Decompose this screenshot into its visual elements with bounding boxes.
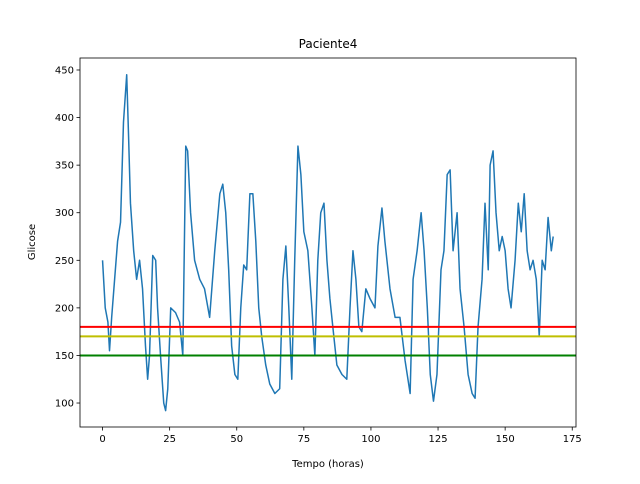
- x-axis-label: Tempo (horas): [291, 459, 364, 470]
- y-tick-label: 300: [55, 208, 74, 219]
- x-tick-label: 125: [428, 434, 447, 445]
- x-tick-label: 100: [361, 434, 380, 445]
- x-tick-label: 175: [563, 434, 582, 445]
- chart-title: Paciente4: [299, 37, 358, 51]
- y-tick-label: 250: [55, 256, 74, 267]
- y-tick-label: 450: [55, 65, 74, 76]
- x-tick-label: 0: [99, 434, 105, 445]
- y-tick-label: 100: [55, 399, 74, 410]
- x-tick-label: 50: [230, 434, 243, 445]
- x-tick-label: 150: [496, 434, 515, 445]
- y-tick-label: 200: [55, 303, 74, 314]
- y-tick-label: 400: [55, 113, 74, 124]
- y-tick-label: 150: [55, 351, 74, 362]
- plot-frame: [79, 57, 577, 428]
- x-tick-label: 75: [297, 434, 310, 445]
- y-tick-label: 350: [55, 161, 74, 172]
- y-axis-label: Glicose: [27, 224, 38, 260]
- x-tick-label: 25: [163, 434, 176, 445]
